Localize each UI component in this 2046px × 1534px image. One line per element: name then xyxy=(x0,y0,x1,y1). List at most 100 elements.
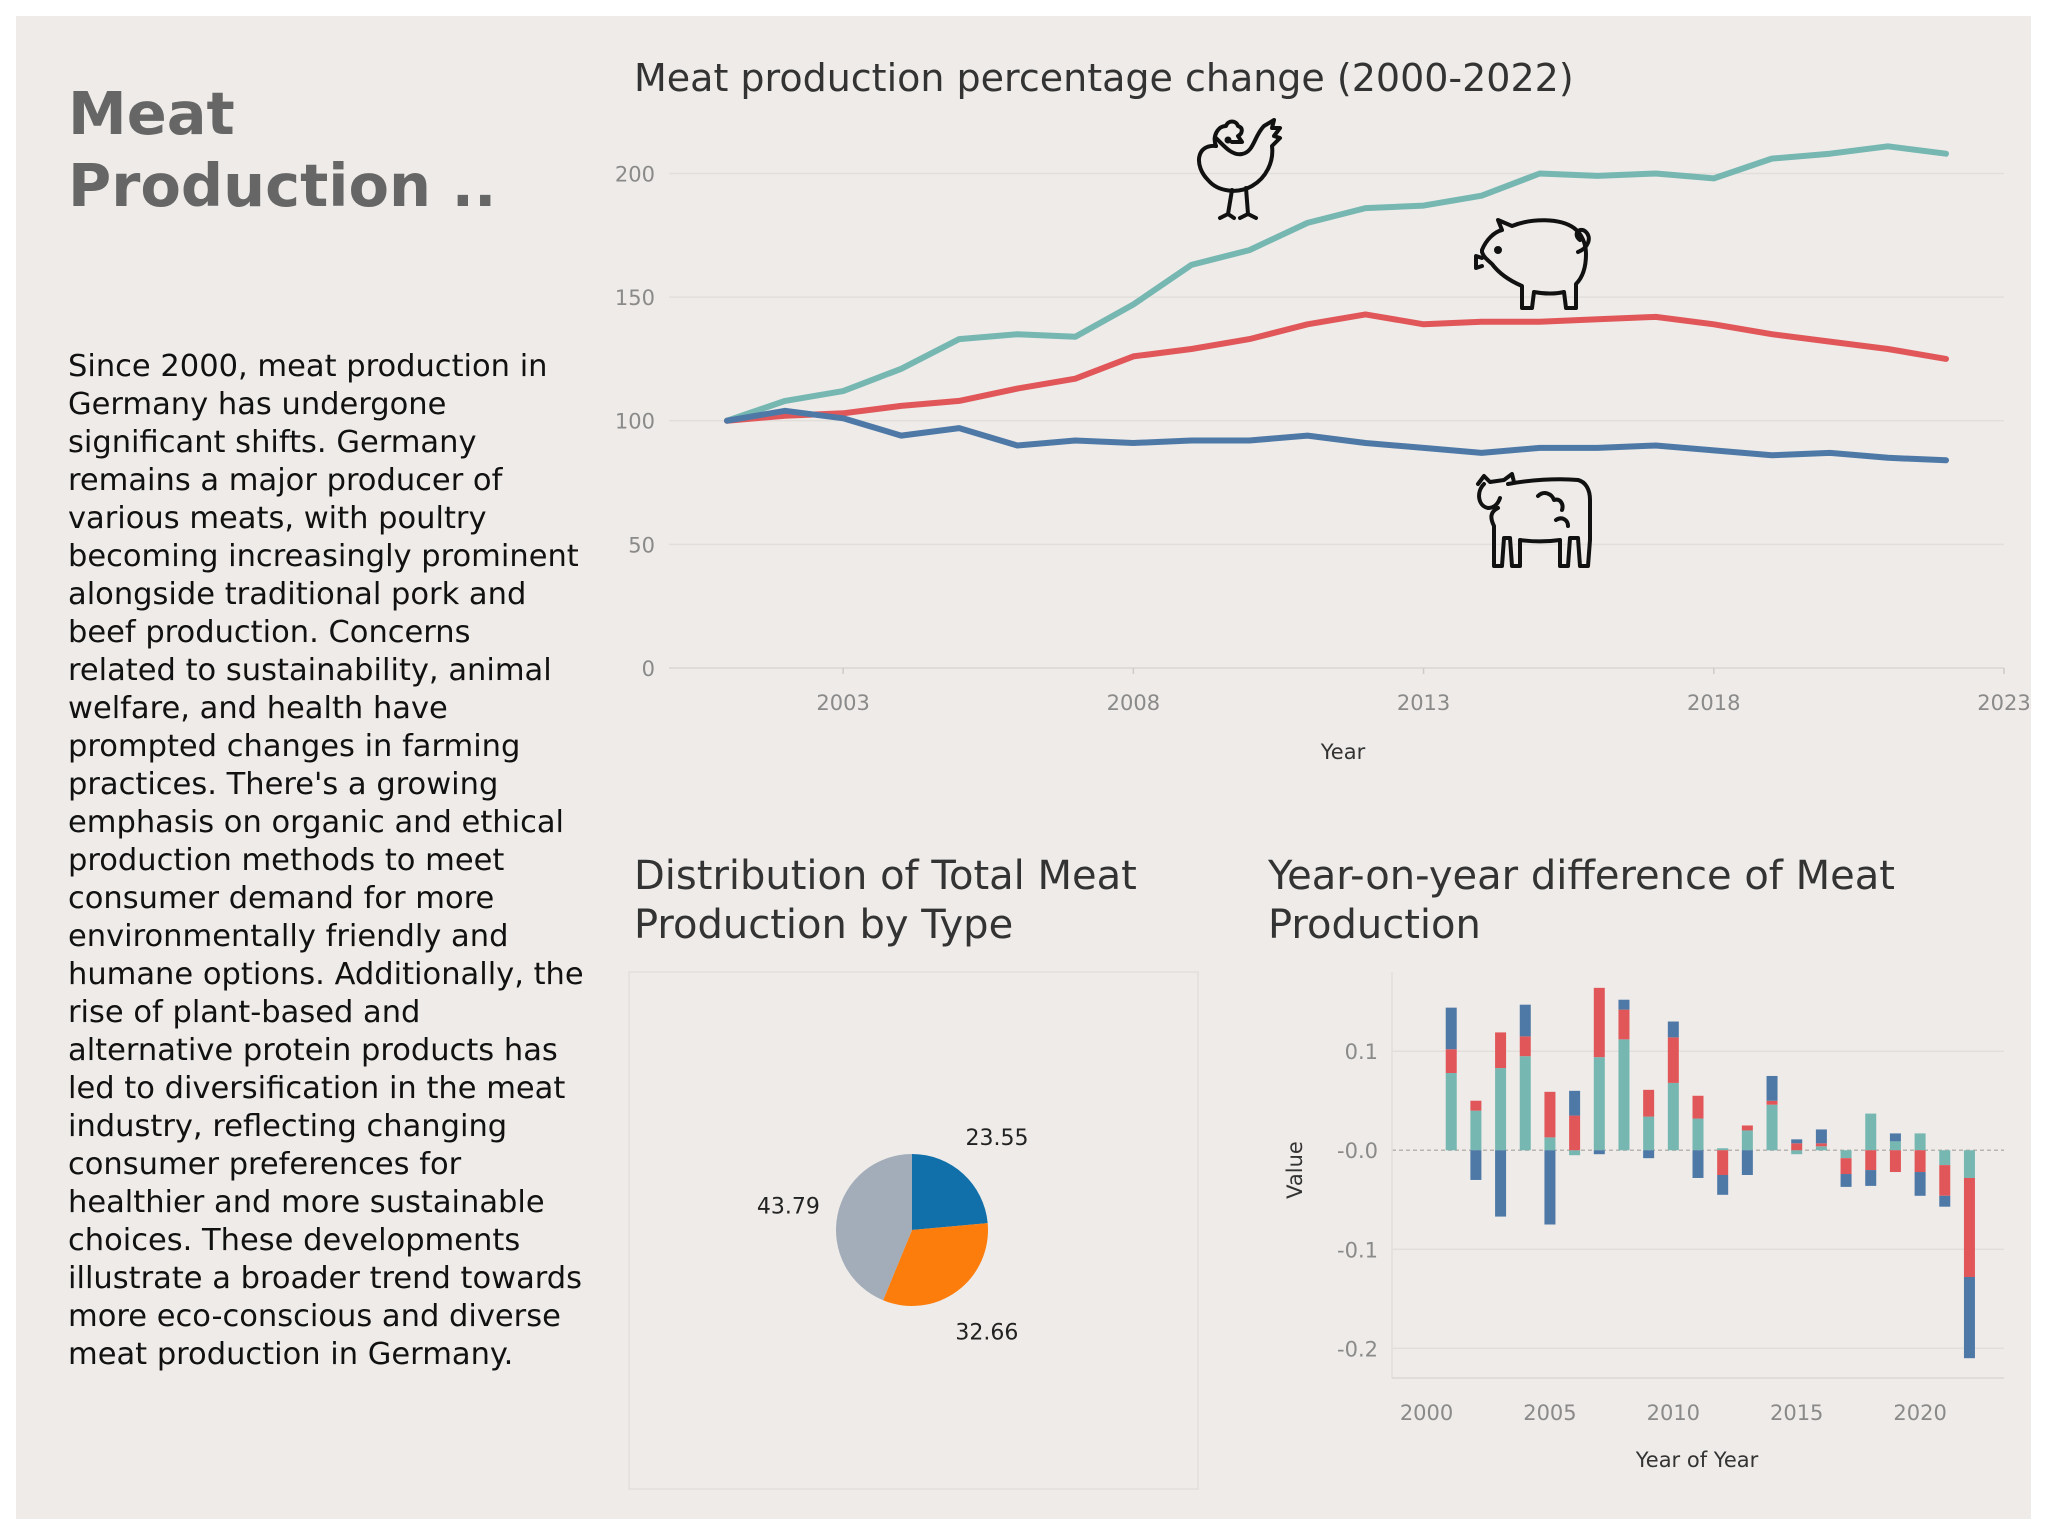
bar-chart-y-tick: -0.1 xyxy=(1337,1238,1378,1262)
bar-chart-x-axis-label: Year of Year xyxy=(1635,1448,1759,1472)
line-series-1 xyxy=(724,143,1949,424)
bar-segment-3 xyxy=(1717,1175,1729,1195)
bar-segment-1 xyxy=(1889,1141,1901,1151)
pie-chart: 23.55 32.66 43.79 xyxy=(628,971,1199,1490)
bar-segment-1 xyxy=(1519,1056,1531,1151)
bar-segment-2 xyxy=(1495,1032,1507,1069)
bar-segment-3 xyxy=(1766,1075,1778,1101)
bar-segment-1 xyxy=(1667,1082,1679,1151)
cow-icon xyxy=(1476,472,1592,568)
bar-chart-x-tick: 2000 xyxy=(1400,1401,1453,1425)
bar-segment-1 xyxy=(1445,1073,1457,1151)
bar-segment-2 xyxy=(1445,1049,1457,1074)
bar-segment-3 xyxy=(1495,1150,1507,1217)
bar-segment-1 xyxy=(1643,1116,1655,1151)
line-chart-x-tick: 2013 xyxy=(1397,691,1450,715)
line-chart-x-tick: 2003 xyxy=(816,691,869,715)
bar-segment-3 xyxy=(1692,1150,1704,1178)
bar-chart: 0.1 -0.0 -0.1 -0.2 2000 2005 2010 2015 2020 Year… xyxy=(1283,972,2004,1472)
bar-segment-2 xyxy=(1643,1089,1655,1117)
bar-segment-2 xyxy=(1593,987,1605,1058)
bar-segment-3 xyxy=(1544,1150,1556,1225)
bar-segment-3 xyxy=(1741,1150,1753,1175)
bar-chart-x-tick: 2010 xyxy=(1647,1401,1700,1425)
bar-segment-3 xyxy=(1865,1170,1877,1186)
bar-chart-x-tick: 2020 xyxy=(1893,1401,1946,1425)
bar-segment-2 xyxy=(1544,1091,1556,1138)
bar-segment-2 xyxy=(1939,1165,1951,1196)
bar-segment-3 xyxy=(1815,1129,1827,1144)
line-chart-y-tick: 50 xyxy=(628,533,655,557)
bar-segment-1 xyxy=(1692,1118,1704,1151)
bar-segment-2 xyxy=(1470,1100,1482,1111)
bar-segment-1 xyxy=(1569,1150,1581,1156)
bar-segment-3 xyxy=(1519,1004,1531,1037)
bar-segment-2 xyxy=(1618,1009,1630,1040)
bar-segment-3 xyxy=(1569,1090,1581,1116)
bar-segment-2 xyxy=(1963,1177,1975,1277)
bar-segment-1 xyxy=(1963,1150,1975,1178)
line-series-3 xyxy=(724,407,1949,464)
bar-chart-y-axis-label: Value xyxy=(1283,1141,1307,1199)
bar-chart-x-tick: 2005 xyxy=(1523,1401,1576,1425)
line-chart-x-tick: 2008 xyxy=(1107,691,1160,715)
bar-segment-2 xyxy=(1667,1037,1679,1083)
line-chart-x-tick: 2023 xyxy=(1977,691,2030,715)
bar-segment-3 xyxy=(1939,1195,1951,1207)
bar-segment-1 xyxy=(1840,1150,1852,1159)
line-chart-title: Meat production percentage change (2000-… xyxy=(634,56,1574,100)
bar-segment-3 xyxy=(1889,1133,1901,1142)
pie-slice-label: 43.79 xyxy=(757,1195,820,1220)
bar-segment-2 xyxy=(1791,1143,1803,1151)
bar-segment-2 xyxy=(1569,1115,1581,1151)
bar-segment-1 xyxy=(1495,1068,1507,1151)
bar-chart-x-tick: 2015 xyxy=(1770,1401,1823,1425)
bar-segment-1 xyxy=(1766,1104,1778,1151)
bar-segment-3 xyxy=(1840,1174,1852,1187)
bar-segment-1 xyxy=(1939,1150,1951,1166)
pie-slice-label: 32.66 xyxy=(955,1320,1018,1345)
dashboard: Meat Production .. Since 2000, meat prod… xyxy=(16,16,2031,1519)
bar-segment-2 xyxy=(1692,1095,1704,1119)
bar-segment-3 xyxy=(1445,1007,1457,1050)
bar-segment-2 xyxy=(1717,1150,1729,1175)
line-chart-y-tick: 0 xyxy=(642,657,655,681)
line-series-2 xyxy=(724,311,1949,424)
bar-segment-3 xyxy=(1791,1139,1803,1144)
bar-segment-3 xyxy=(1618,999,1630,1010)
bar-segment-3 xyxy=(1963,1276,1975,1359)
dashboard-description: Since 2000, meat production in Germany h… xyxy=(68,349,584,1372)
pie-slice-label: 23.55 xyxy=(965,1126,1028,1151)
line-chart-y-tick: 150 xyxy=(615,286,655,310)
bar-segment-3 xyxy=(1593,1150,1605,1155)
line-chart: 0 50 100 150 200 2003 2008 2013 2018 2023 Year xyxy=(615,143,2031,764)
chicken-icon xyxy=(1197,118,1282,220)
pie-slice-1 xyxy=(912,1154,988,1230)
bar-segment-1 xyxy=(1865,1113,1877,1151)
bar-segment-3 xyxy=(1643,1150,1655,1159)
bar-segment-2 xyxy=(1914,1150,1926,1173)
bar-segment-1 xyxy=(1791,1150,1803,1155)
bar-segment-1 xyxy=(1618,1039,1630,1151)
bar-segment-1 xyxy=(1717,1148,1729,1151)
bar-segment-2 xyxy=(1840,1158,1852,1175)
bar-segment-2 xyxy=(1815,1143,1827,1147)
bar-chart-y-tick: -0.0 xyxy=(1337,1139,1378,1163)
bar-segment-1 xyxy=(1470,1110,1482,1151)
bar-segment-1 xyxy=(1593,1057,1605,1151)
pie-slice-3 xyxy=(836,1154,912,1301)
bar-segment-1 xyxy=(1815,1146,1827,1151)
bar-segment-3 xyxy=(1914,1172,1926,1196)
bar-segment-3 xyxy=(1667,1021,1679,1038)
bar-segment-1 xyxy=(1914,1133,1926,1151)
bar-chart-y-tick: 0.1 xyxy=(1345,1040,1378,1064)
dashboard-title: Meat Production .. xyxy=(68,79,497,220)
bar-chart-title: Year-on-year difference of Meat Producti… xyxy=(1268,853,1895,948)
pig-icon xyxy=(1474,218,1591,310)
bar-segment-1 xyxy=(1544,1137,1556,1151)
line-chart-y-tick: 200 xyxy=(615,162,655,186)
pie-chart-frame xyxy=(628,971,1199,1490)
bar-segment-2 xyxy=(1889,1150,1901,1173)
pie-chart-title: Distribution of Total Meat Production by… xyxy=(634,853,1137,948)
